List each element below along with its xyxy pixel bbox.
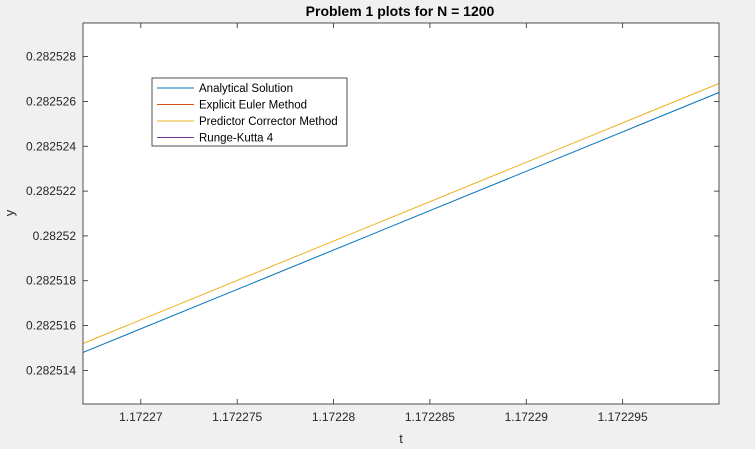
x-tick-label: 1.17227 <box>119 410 163 424</box>
legend-box <box>151 77 348 147</box>
x-tick-label: 1.17229 <box>505 410 549 424</box>
y-tick-label: 0.282522 <box>26 184 76 198</box>
legend-label-2: Explicit Euler Method <box>199 100 307 112</box>
x-tick-labels: 1.17227 1.172275 1.17228 1.172285 1.17229 1.1… <box>119 410 648 424</box>
legend-entries: Analytical Solution Explicit Euler Method… <box>157 83 338 145</box>
chart-title: Problem 1 plots for N = 1200 <box>306 3 495 19</box>
legend-label-4: Runge-Kutta 4 <box>199 133 274 145</box>
y-tick-label: 0.282526 <box>26 94 76 108</box>
plot-frame <box>82 22 720 405</box>
x-tick-label: 1.172295 <box>598 410 648 424</box>
series-line-3 <box>82 83 720 344</box>
y-axis-label: y <box>2 209 17 216</box>
y-tick-labels: 0.282514 0.282516 0.282518 0.28252 0.282522 0… <box>26 50 76 378</box>
y-tick-label: 0.282516 <box>26 319 76 333</box>
y-tick-label: 0.282514 <box>26 363 76 377</box>
legend-label-3: Predictor Corrector Method <box>199 116 338 128</box>
x-tick-label: 1.172275 <box>212 410 262 424</box>
x-axis-label: t <box>399 431 403 446</box>
y-tick-label: 0.28252 <box>33 229 77 243</box>
x-tick-label: 1.172285 <box>405 410 455 424</box>
series-layer <box>82 83 720 353</box>
series-line-1 <box>82 92 720 353</box>
y-tick-label: 0.282528 <box>26 50 76 64</box>
y-tick-label: 0.282524 <box>26 139 76 153</box>
legend[interactable]: Analytical Solution Explicit Euler Method… <box>151 77 348 147</box>
y-tick-label: 0.282518 <box>26 274 76 288</box>
legend-label-1: Analytical Solution <box>199 83 293 95</box>
ticks-layer <box>83 23 719 404</box>
x-tick-label: 1.17228 <box>312 410 356 424</box>
